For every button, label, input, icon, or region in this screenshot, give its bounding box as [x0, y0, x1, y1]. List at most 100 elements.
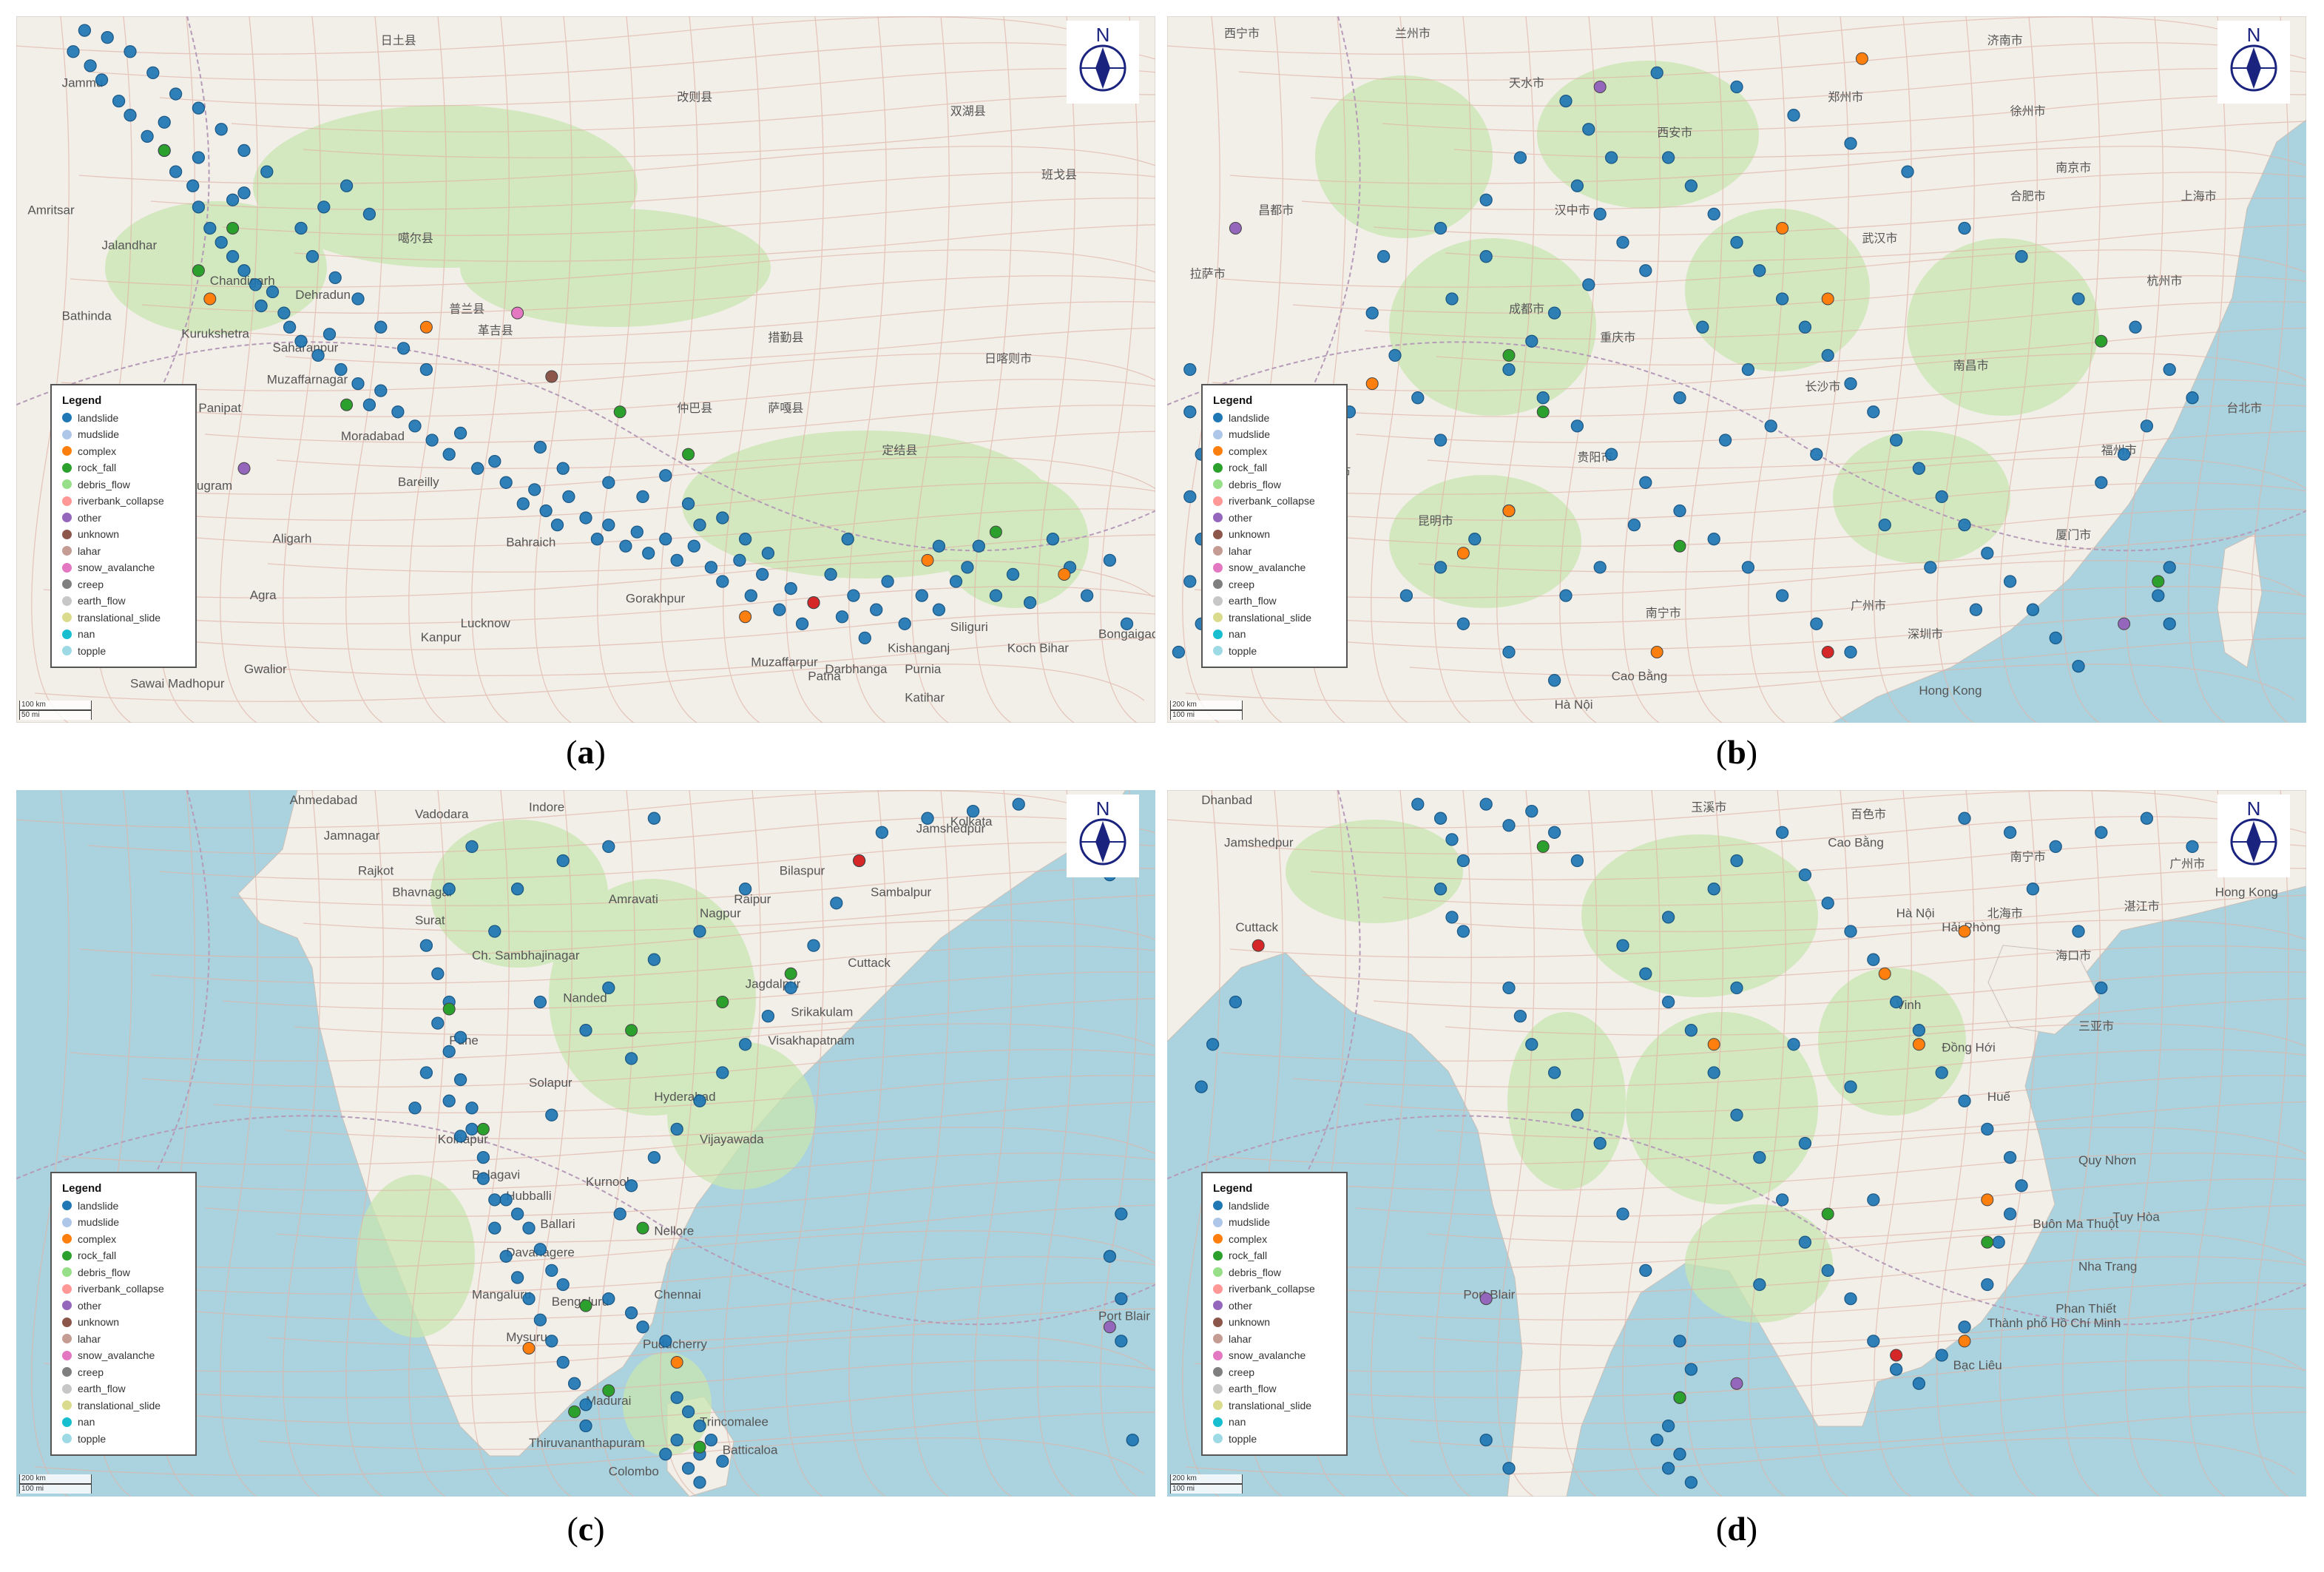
place-label: Nanded [563, 991, 607, 1005]
place-label: Dehradun [295, 288, 351, 302]
place-label: Bathinda [62, 309, 112, 323]
event-point [1890, 1349, 1903, 1362]
landslide-point [1229, 995, 1243, 1009]
landslide-point [1810, 448, 1823, 461]
legend-item-snow_avalanche: snow_avalanche [62, 559, 188, 576]
legend-item-riverbank_collapse: riverbank_collapse [1213, 1281, 1339, 1298]
map-canvas[interactable]: Ahmedabad Vadodara Jamnagar Indore Rajkot Bha… [16, 790, 1155, 1497]
landslide-point [124, 45, 137, 58]
legend-label: snow_avalanche [1229, 561, 1306, 574]
legend-label: topple [1229, 1432, 1257, 1445]
event-point [602, 1384, 615, 1397]
place-label: 噶尔县 [398, 232, 433, 246]
place-label: 重庆市 [1600, 330, 1635, 344]
legend-swatch [1213, 1217, 1223, 1227]
landslide-point [1468, 533, 1482, 546]
landslide-point [716, 1454, 729, 1468]
legend-item-snow_avalanche: snow_avalanche [1213, 1347, 1339, 1364]
landslide-point [2163, 561, 2176, 574]
legend-swatch [1213, 529, 1223, 539]
legend-swatch [1213, 546, 1223, 556]
scale-label: 200 km [19, 1474, 92, 1484]
legend-swatch [1213, 1283, 1223, 1294]
legend-swatch [62, 413, 72, 423]
landslide-point [1547, 674, 1561, 687]
landslide-point [67, 45, 80, 58]
map-panel-a[interactable]: Amritsar Jalandhar Chandigarh Kurukshetra Sa… [16, 16, 1155, 723]
place-label: Lucknow [461, 616, 511, 630]
landslide-point [374, 384, 388, 397]
place-label: Tuy Hòa [2112, 1210, 2160, 1224]
place-label: 郑州市 [1828, 90, 1863, 104]
landslide-point [1867, 953, 1880, 966]
landslide-point [693, 1476, 706, 1489]
legend-swatch [1213, 1267, 1223, 1278]
place-label: Srikakulam [791, 1005, 853, 1019]
landslide-point [2003, 826, 2017, 839]
landslide-point [1661, 911, 1675, 924]
legend-item-translational_slide: translational_slide [1213, 610, 1339, 627]
legend-label: complex [1229, 1232, 1268, 1245]
landslide-point [835, 610, 849, 624]
place-label: 玉溪市 [1691, 800, 1726, 814]
legend-label: mudslide [1229, 1216, 1271, 1229]
map-panel-b[interactable]: Hong Kong Hà Nội Cao Bằng 西宁市 兰州市 天水市 西安市 郑州市 汉中… [1167, 16, 2306, 723]
landslide-point [1456, 854, 1470, 868]
landslide-point [704, 1433, 718, 1447]
landslide-point [1867, 1193, 1880, 1207]
landslide-point [670, 1433, 683, 1447]
landslide-point [693, 1094, 706, 1107]
place-label: 昌都市 [1258, 203, 1294, 217]
landslide-point [499, 476, 513, 489]
landslide-point [647, 953, 661, 966]
landslide-point [226, 193, 240, 206]
legend-item-creep: creep [1213, 1364, 1339, 1381]
place-label: 厦门市 [2056, 528, 2091, 542]
event-point [568, 1405, 581, 1418]
road-layer [16, 16, 1155, 723]
event-point [1103, 1320, 1116, 1334]
landslide-point [1798, 1235, 1812, 1249]
landslide-point [374, 320, 388, 334]
legend-label: translational_slide [1229, 611, 1312, 624]
legend-label: rock_fall [1229, 1249, 1268, 1262]
place-label: Surat [415, 913, 445, 927]
svg-text:N: N [2247, 24, 2261, 46]
event-point [1058, 567, 1071, 581]
place-label: 定结县 [882, 443, 917, 457]
legend-label: other [1229, 1299, 1252, 1312]
place-label: Bilaspur [780, 864, 825, 878]
legend-item-topple: topple [1213, 643, 1339, 660]
place-label: 昆明市 [1418, 514, 1453, 528]
landslide-point [340, 179, 354, 192]
landslide-point [1456, 925, 1470, 938]
place-label: Hải Phòng [1942, 920, 2000, 934]
map-panel-c[interactable]: Ahmedabad Vadodara Jamnagar Indore Rajkot Bha… [16, 790, 1155, 1497]
legend-swatch [62, 1317, 72, 1327]
landslide-point [847, 589, 860, 602]
event-point [1502, 505, 1516, 517]
landslide-point [670, 1391, 683, 1404]
vegetation-layer [1315, 61, 2099, 608]
legend-swatch [1213, 596, 1223, 606]
map-canvas[interactable]: AmritsarJalandharChandigarhKurukshetraSa… [16, 16, 1155, 723]
legend-item-nan: nan [62, 626, 188, 643]
legend-item-unknown: unknown [62, 526, 188, 543]
legend-label: landslide [1229, 1199, 1270, 1212]
legend-swatch [1213, 1317, 1223, 1327]
landslide-point [1981, 547, 1994, 560]
legend-label: creep [1229, 1366, 1255, 1378]
event-point [1593, 81, 1607, 93]
landslide-point [2186, 840, 2199, 854]
landslide-point [499, 1249, 513, 1263]
event-point [1912, 1038, 1925, 1051]
landslide-point [488, 1193, 501, 1207]
map-panel-d[interactable]: Dhanbad Jamshedpur Cuttack Hà Nội Hải Phòng V… [1167, 790, 2306, 1497]
landslide-point [1582, 123, 1595, 136]
landslide-point [1684, 1476, 1698, 1489]
place-label: Jammu [62, 76, 104, 90]
place-label: Madurai [586, 1394, 631, 1408]
landslide-point [203, 221, 217, 235]
legend-label: rock_fall [78, 462, 117, 474]
